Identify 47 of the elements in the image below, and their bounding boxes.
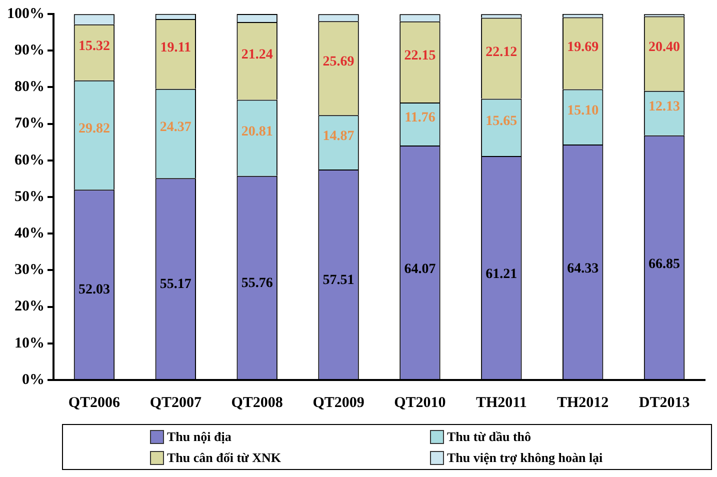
x-tick-label: QT2007	[150, 394, 202, 411]
data-label: 20.40	[648, 40, 680, 56]
data-label: 22.12	[486, 44, 518, 60]
data-label: 66.85	[648, 257, 680, 272]
data-label: 64.07	[404, 262, 436, 277]
data-label: 12.13	[648, 100, 680, 115]
data-label: 24.37	[160, 120, 192, 136]
x-tick-label: QT2006	[68, 394, 121, 411]
y-tick-label: 10%	[14, 335, 44, 352]
legend-label: Thu nội địa	[166, 428, 232, 446]
data-label: 11.76	[404, 110, 436, 126]
y-tick-label: 20%	[14, 298, 44, 315]
data-label: 64.33	[567, 261, 599, 276]
y-tick-label: 70%	[14, 116, 44, 132]
data-label: 20.81	[241, 124, 273, 140]
y-tick-label: 50%	[14, 188, 44, 205]
x-tick-label: QT2008	[231, 394, 283, 411]
x-tick-label: DT2013	[638, 394, 690, 411]
data-label: 15.10	[567, 104, 599, 119]
legend-label: Thu viện trợ không hoàn lại	[446, 449, 604, 467]
data-label: 55.76	[241, 276, 273, 292]
data-label: 25.69	[322, 54, 354, 70]
x-tick-label: QT2009	[312, 394, 364, 411]
legend-label: Thu từ dầu thô	[446, 428, 532, 446]
y-tick-label: 100%	[7, 6, 44, 22]
data-label: 61.21	[486, 266, 518, 282]
data-label: 29.82	[78, 122, 110, 137]
x-tick-label: TH2012	[557, 394, 609, 411]
data-label: 21.24	[241, 47, 273, 62]
legend-label: Thu cân đối từ XNK	[166, 449, 282, 467]
y-tick-label: 60%	[14, 152, 44, 168]
data-label: 14.87	[322, 128, 354, 144]
data-label: 19.69	[567, 40, 599, 55]
data-label: 55.17	[160, 277, 192, 292]
x-tick-label: TH2011	[476, 394, 527, 411]
x-tick-label: QT2010	[394, 394, 446, 411]
y-tick-label: 40%	[14, 225, 44, 242]
data-label: 15.32	[78, 39, 110, 54]
data-label: 22.15	[404, 48, 436, 64]
data-label: 15.65	[486, 114, 518, 129]
y-tick-label: 90%	[14, 42, 44, 58]
data-label: 19.11	[160, 40, 192, 56]
y-tick-label: 30%	[14, 262, 44, 278]
data-label: 57.51	[322, 273, 354, 288]
data-label: 52.03	[78, 282, 110, 298]
y-tick-label: 0%	[22, 372, 44, 388]
y-tick-label: 80%	[14, 79, 44, 96]
